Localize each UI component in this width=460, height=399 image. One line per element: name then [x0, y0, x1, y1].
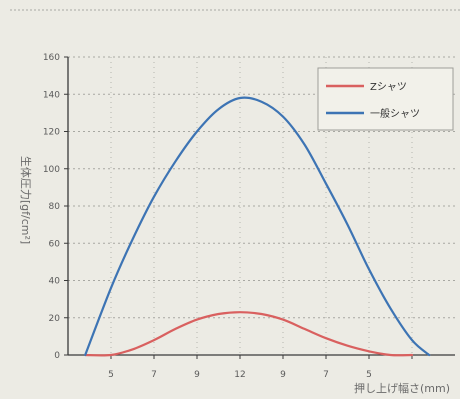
series — [84, 96, 431, 357]
y-tick-label-140: 140 — [43, 90, 60, 100]
series-line-2 — [84, 96, 431, 357]
y-tick-label-100: 100 — [43, 165, 60, 175]
x-tick-labels: 5 7 9 12 9 7 5 — [108, 370, 372, 380]
y-tick-label-40: 40 — [49, 277, 61, 287]
legend: Zシャツ 一般シャツ — [317, 67, 454, 131]
legend-box — [317, 67, 454, 131]
x-tick-label-1: 5 — [108, 370, 114, 380]
y-tick-labels: 0 20 40 60 80 100 120 140 160 — [43, 53, 60, 361]
y-tick-label-80: 80 — [49, 202, 61, 212]
y-axis-title: 生体圧力[gf/cm²] — [19, 156, 33, 244]
legend-label-regular: 一般シャツ — [370, 107, 420, 120]
y-tick-label-20: 20 — [49, 314, 61, 324]
x-tick-label-5: 9 — [280, 370, 286, 380]
x-tick-label-7: 5 — [366, 370, 372, 380]
x-tick-label-3: 9 — [194, 370, 200, 380]
x-tick-label-4: 12 — [234, 370, 245, 380]
y-tick-label-120: 120 — [43, 128, 60, 138]
x-tick-label-2: 7 — [151, 370, 157, 380]
x-axis-title: 押し上げ幅さ(mm) — [354, 381, 450, 395]
y-tick-label-160: 160 — [43, 53, 60, 63]
x-tick-label-6: 7 — [323, 370, 329, 380]
legend-label-zshirt: Zシャツ — [370, 82, 407, 93]
series-line-1 — [84, 311, 414, 357]
y-tick-label-60: 60 — [49, 239, 61, 249]
y-tick-label-0: 0 — [54, 351, 60, 361]
